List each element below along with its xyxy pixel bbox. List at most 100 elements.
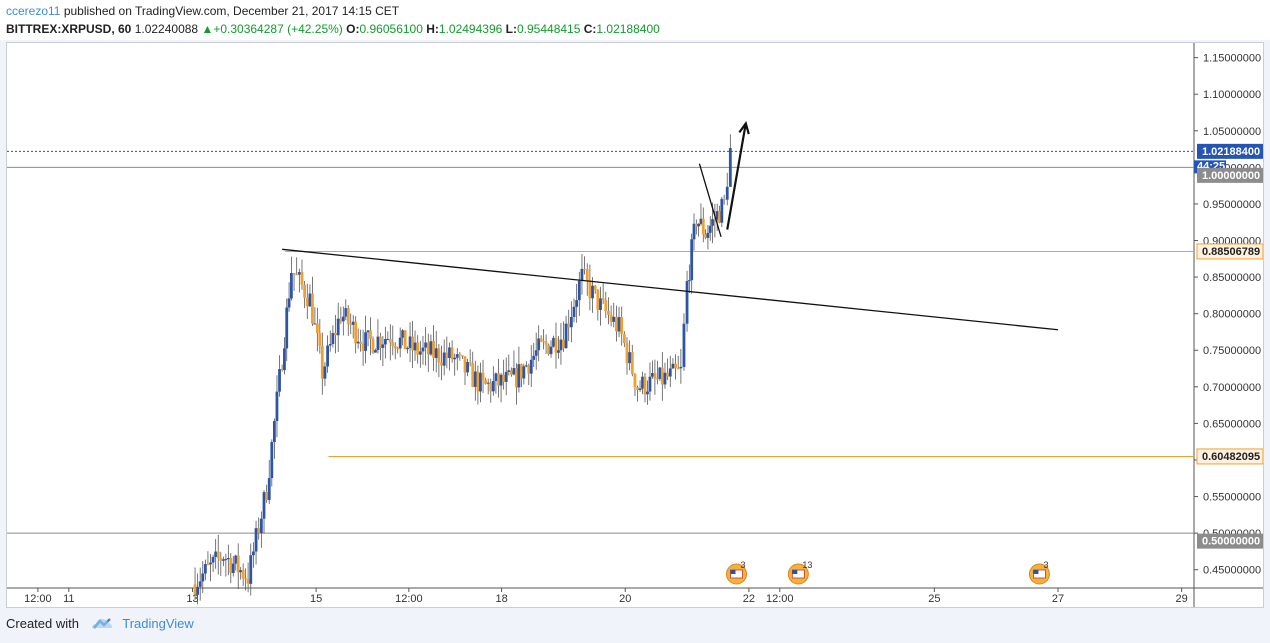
candle-up <box>198 581 202 587</box>
candle-down <box>265 492 269 501</box>
candle-down <box>388 338 392 343</box>
candle-up <box>421 347 425 352</box>
candle-down <box>369 330 372 339</box>
candle-down <box>432 341 435 358</box>
publish-line: ccerezo11 published on TradingView.com, … <box>6 4 399 18</box>
candle-down <box>704 234 707 238</box>
candle-up <box>699 218 703 224</box>
candle-down <box>636 387 639 391</box>
candle-up <box>711 219 714 226</box>
candle-up <box>591 285 594 299</box>
candle-down <box>614 316 618 332</box>
x-tick-label: 13 <box>186 593 198 605</box>
candle-up <box>278 369 281 392</box>
candle-down <box>461 355 464 357</box>
candle-up <box>231 563 235 573</box>
candle-down <box>718 211 721 223</box>
high-label: H: <box>426 22 439 36</box>
us-flag-canton <box>792 570 798 574</box>
candle-up <box>499 374 503 386</box>
candle-up <box>697 223 701 227</box>
published-text: published on TradingView.com, December 2… <box>60 4 400 18</box>
candle-up <box>328 344 332 346</box>
candle-up <box>442 352 446 366</box>
price-badge-label: 1.00000000 <box>1202 170 1260 182</box>
candle-up <box>708 225 712 233</box>
y-tick-label: 1.05000000 <box>1203 126 1261 138</box>
candle-down <box>391 342 395 346</box>
high-value: 1.02494396 <box>438 22 503 36</box>
candle-down <box>547 344 550 355</box>
candle-up <box>549 346 553 355</box>
author-link[interactable]: ccerezo11 <box>6 4 61 18</box>
candle-down <box>588 280 592 299</box>
candle-down <box>542 341 546 343</box>
x-tick-label: 15 <box>310 593 322 605</box>
event-count-label: 3 <box>741 560 746 570</box>
candle-up <box>569 316 573 328</box>
candle-up <box>486 382 490 384</box>
candle-up <box>376 336 380 351</box>
candle-up <box>254 528 258 552</box>
candle-down <box>607 311 610 315</box>
candle-down <box>426 342 430 355</box>
arrow-shaft <box>726 123 747 230</box>
candle-up <box>252 551 255 556</box>
candle-up <box>507 370 511 372</box>
candle-up <box>651 373 654 377</box>
ohlc-line: BITTREX:XRPUSD, 60 1.02240088 ▲+0.303642… <box>6 22 660 36</box>
candle-down <box>502 374 506 382</box>
candle-up <box>491 381 495 392</box>
candle-down <box>539 338 543 342</box>
candle-down <box>450 347 454 360</box>
candle-down <box>315 323 319 334</box>
price-badge <box>1197 533 1263 549</box>
tradingview-cloud-icon[interactable] <box>91 616 113 633</box>
candle-down <box>236 555 240 573</box>
y-tick-label: 0.70000000 <box>1203 382 1261 394</box>
candle-up <box>663 372 667 385</box>
candle-down <box>601 298 605 301</box>
x-tick-label: 27 <box>1052 593 1064 605</box>
price-chart[interactable]: 1.15000000 1.10000000 1.05000000 1.00000000… <box>7 43 1263 607</box>
candle-down <box>567 323 571 328</box>
candle-down <box>359 341 363 344</box>
candle-down <box>694 223 698 227</box>
candle-up <box>575 300 579 307</box>
x-tick-label: 12:00 <box>766 593 794 605</box>
candle-up <box>706 232 710 238</box>
candle-down <box>241 570 245 579</box>
candle-up <box>201 573 205 582</box>
candle-up <box>434 348 438 358</box>
candle-up <box>612 316 616 322</box>
trendline <box>698 163 722 238</box>
candle-down <box>463 356 467 373</box>
candle-up <box>331 332 335 345</box>
candle-up <box>209 562 212 565</box>
chart-frame[interactable]: 1.15000000 1.10000000 1.05000000 1.00000000… <box>6 42 1264 608</box>
x-tick-label: 29 <box>1176 593 1188 605</box>
candle-up <box>283 348 286 371</box>
candle-down <box>476 371 480 392</box>
candle-down <box>292 273 296 275</box>
y-tick-label: 0.65000000 <box>1203 418 1261 430</box>
candle-down <box>361 343 365 351</box>
candle-up <box>685 281 689 324</box>
candle-down <box>458 354 462 356</box>
candle-up <box>658 367 662 379</box>
candle-down <box>280 369 284 371</box>
y-tick-label: 1.15000000 <box>1203 53 1261 65</box>
candle-up <box>682 323 686 367</box>
candle-down <box>630 352 634 375</box>
tradingview-link[interactable]: TradingView <box>122 616 194 631</box>
candle-down <box>583 268 587 270</box>
chart-header: ccerezo11 published on TradingView.com, … <box>0 0 1270 40</box>
created-with-text: Created with <box>6 616 79 631</box>
candle-up <box>239 570 243 573</box>
open-value: 0.96056100 <box>359 22 423 36</box>
candle-down <box>481 372 485 380</box>
footer: Created with TradingView <box>6 616 194 633</box>
candle-down <box>416 342 420 355</box>
candle-up <box>617 317 621 332</box>
candle-up <box>224 559 228 561</box>
